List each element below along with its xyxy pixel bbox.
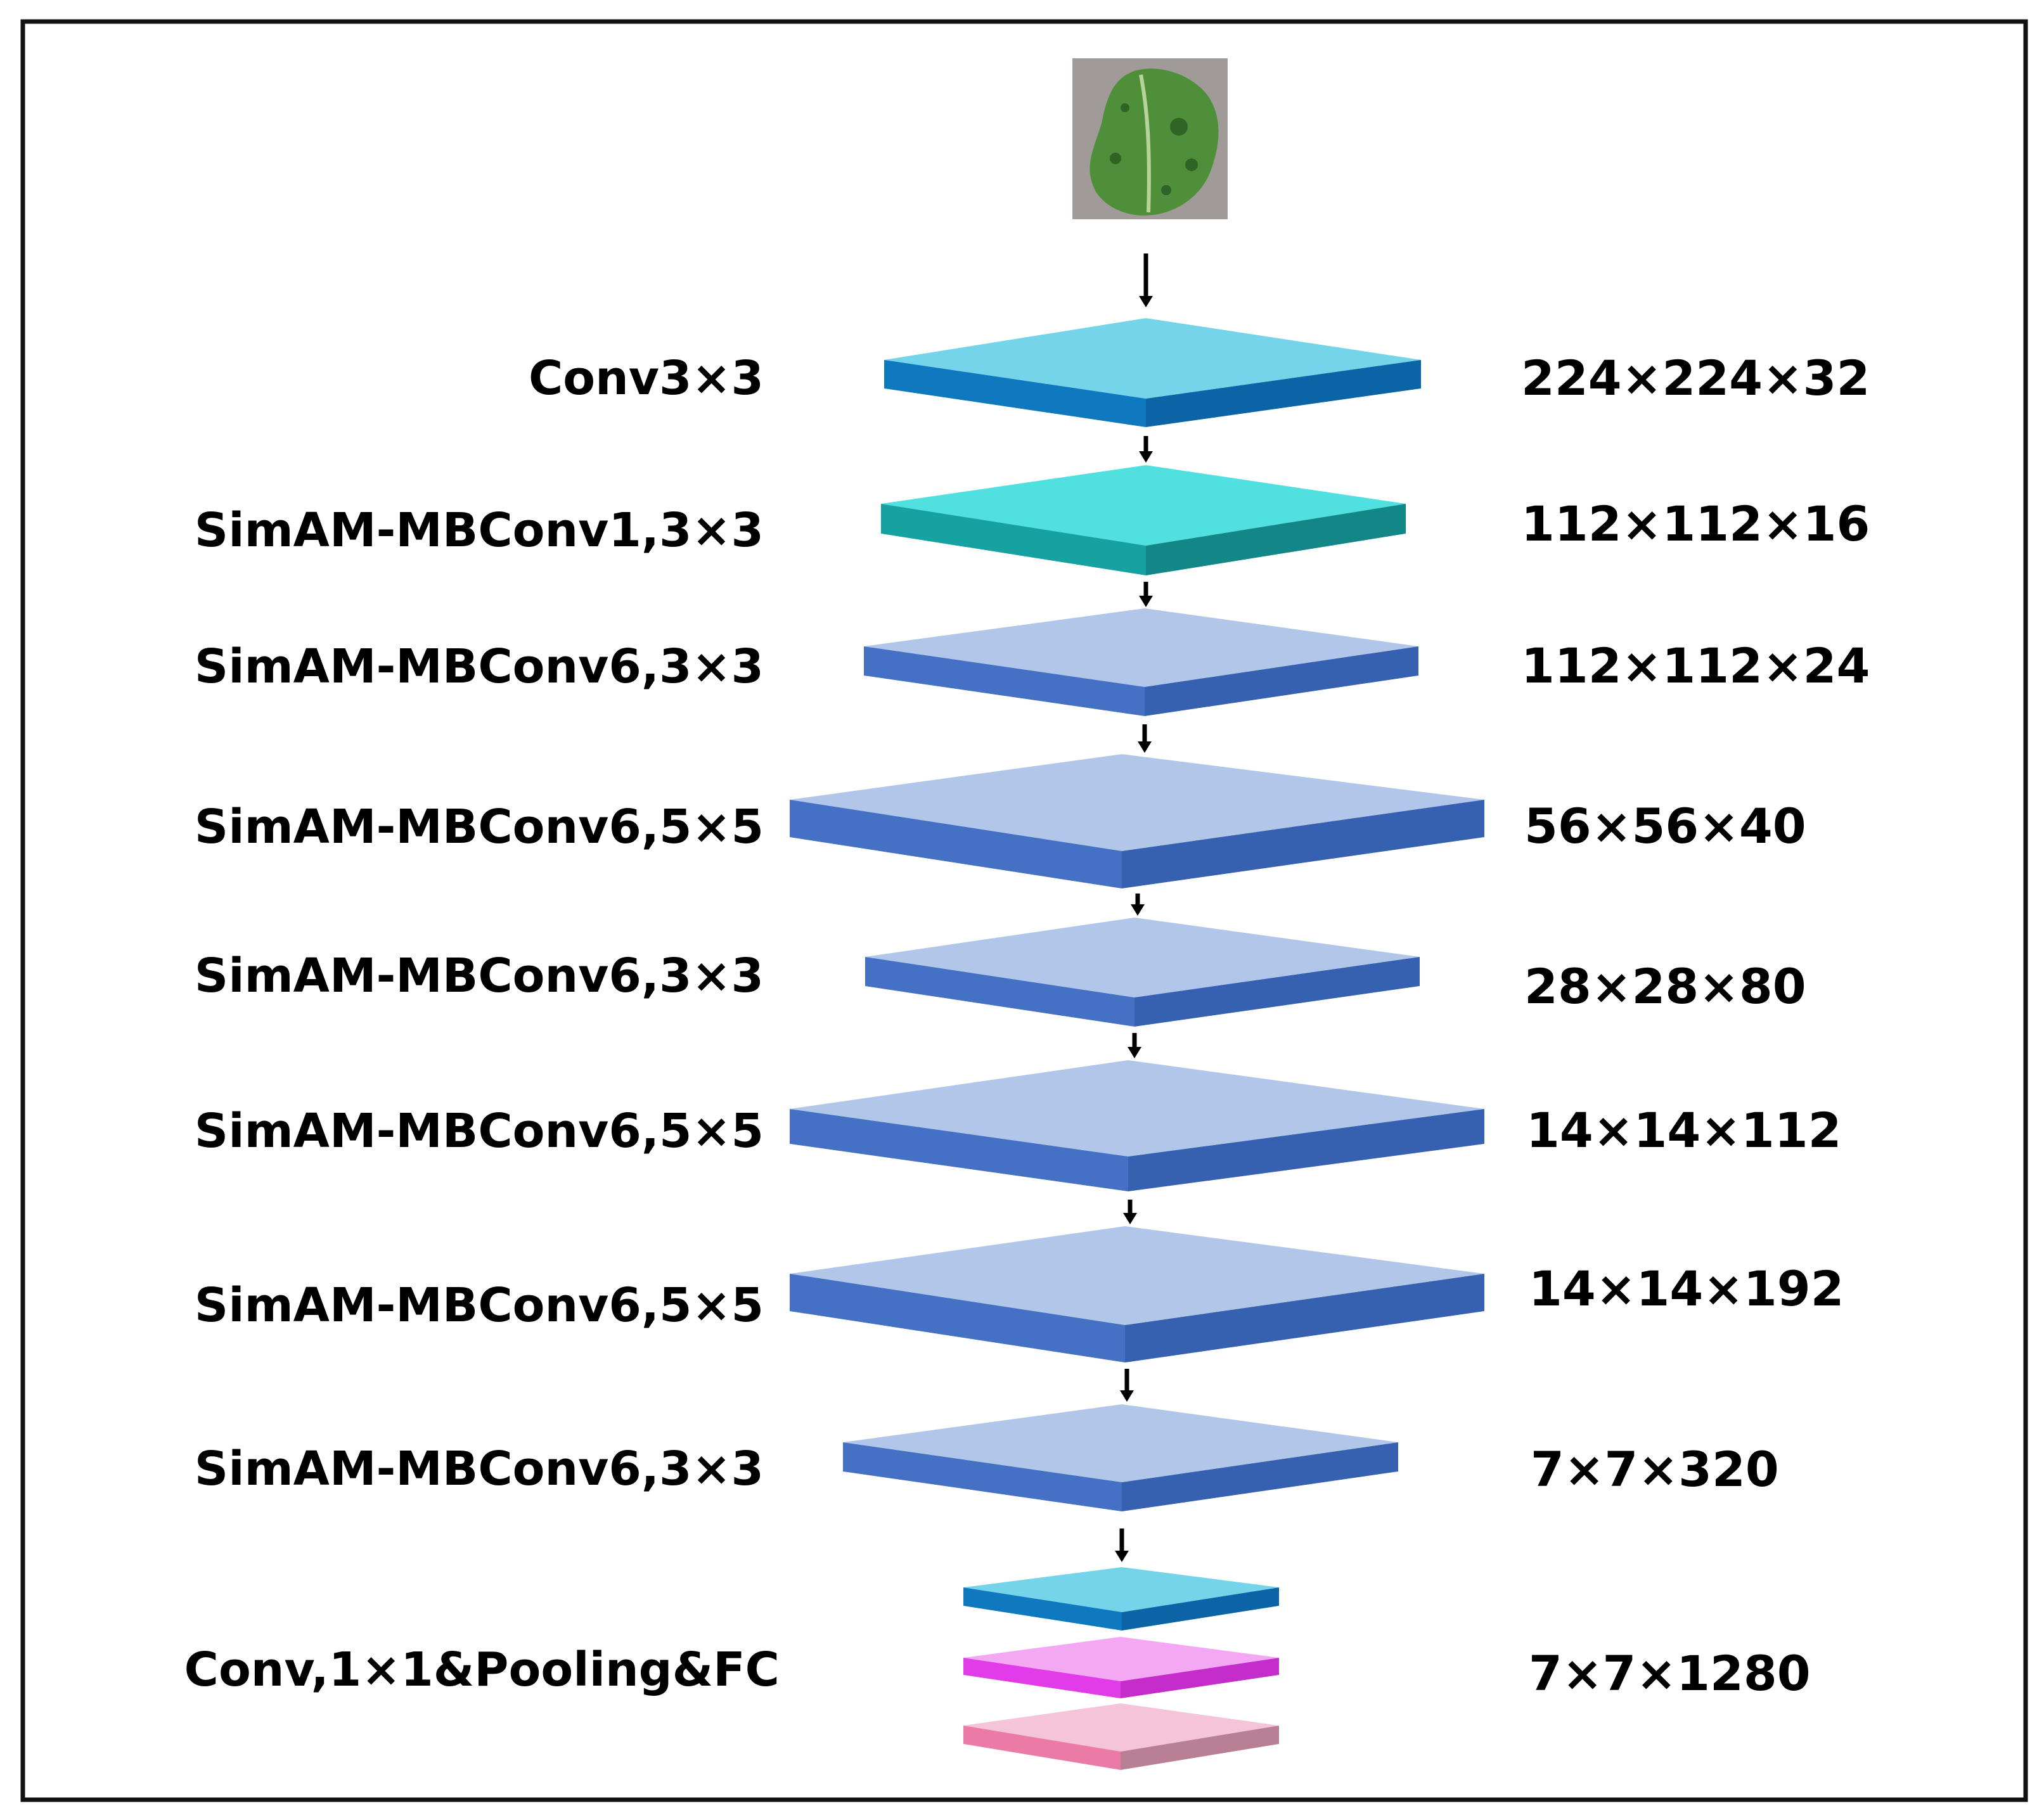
layer-plate-8-left-face [843, 1442, 1122, 1511]
shape-label-1: 224×224×32 [1521, 350, 1870, 406]
arrow-head [1123, 1213, 1137, 1224]
shape-label-8: 7×7×320 [1531, 1441, 1779, 1497]
layer-labels: Conv3×3 SimAM-MBConv1,3×3 SimAM-MBConv6,… [184, 351, 780, 1697]
layer-plate-2-top-face [881, 465, 1406, 546]
layer-plate-2-left-face [881, 504, 1146, 575]
flow-arrow-9 [1115, 1528, 1129, 1562]
head-plate-pooling-left-face [963, 1658, 1121, 1698]
layer-plate-4-top-face [790, 754, 1484, 851]
flow-arrow-8 [1120, 1369, 1134, 1402]
layer-plate-4-left-face [790, 800, 1122, 888]
head-plate-conv1x1-right-face [1122, 1587, 1279, 1631]
arrow-head [1131, 904, 1145, 916]
layer-plate-7-top-face [790, 1226, 1484, 1325]
head-plate-pooling-right-face [1121, 1658, 1279, 1698]
layer-label-3: SimAM-MBConv6,3×3 [195, 639, 764, 694]
head-plate-fc-top-face [963, 1703, 1279, 1752]
layer-plate-1-top-face [884, 318, 1421, 399]
layer-label-8: SimAM-MBConv6,3×3 [195, 1442, 764, 1496]
layer-plate-3-top-face [864, 608, 1418, 687]
shape-labels: 224×224×32 112×112×16 112×112×24 56×56×4… [1521, 350, 1870, 1701]
shape-label-4: 56×56×40 [1524, 798, 1806, 854]
layer-plate-5-right-face [1134, 957, 1420, 1027]
arrows [1115, 253, 1153, 1562]
shape-label-2: 112×112×16 [1521, 496, 1870, 552]
layer-plate-8 [843, 1404, 1398, 1511]
layer-plate-1-left-face [884, 360, 1146, 427]
layer-label-6: SimAM-MBConv6,5×5 [195, 1104, 764, 1158]
layer-label-5: SimAM-MBConv6,3×3 [195, 949, 764, 1003]
layer-plate-5 [865, 918, 1420, 1027]
head-plate-pooling-top-face [963, 1637, 1279, 1681]
layer-plate-5-left-face [865, 957, 1134, 1027]
flow-arrow-1 [1139, 253, 1153, 307]
layer-plate-6-top-face [790, 1060, 1484, 1157]
shape-label-5: 28×28×80 [1524, 958, 1806, 1015]
outer-frame [20, 19, 2028, 1802]
arrow-head [1128, 1047, 1141, 1058]
layer-label-4: SimAM-MBConv6,5×5 [195, 800, 764, 854]
shape-label-3: 112×112×24 [1521, 638, 1870, 694]
layer-plate-7-left-face [790, 1274, 1125, 1362]
head-shape-label: 7×7×1280 [1529, 1645, 1811, 1701]
leaf-spot-4 [1161, 185, 1171, 195]
flow-arrow-4 [1138, 724, 1152, 753]
layer-plate-2 [881, 465, 1406, 575]
layer-plate-7-right-face [1125, 1274, 1484, 1362]
head-plate-fc-left-face [963, 1726, 1121, 1770]
layer-plate-4 [790, 754, 1484, 888]
flow-arrow-5 [1131, 894, 1145, 916]
layer-plate-3 [864, 608, 1418, 716]
layer-plate-8-right-face [1122, 1442, 1398, 1511]
head-label: Conv,1×1&Pooling&FC [184, 1643, 780, 1697]
head-plate-fc [963, 1703, 1279, 1770]
layer-plate-8-top-face [843, 1404, 1398, 1482]
shape-label-6: 14×14×112 [1526, 1102, 1842, 1158]
layer-plate-3-left-face [864, 646, 1145, 716]
layer-label-7: SimAM-MBConv6,5×5 [195, 1278, 764, 1333]
layer-plate-4-right-face [1122, 800, 1484, 888]
layer-label-1: Conv3×3 [529, 351, 764, 406]
flow-arrow-2 [1139, 436, 1153, 463]
leaf-spots [1110, 103, 1198, 195]
arrow-head [1139, 296, 1153, 307]
layer-plate-3-right-face [1145, 646, 1418, 716]
head-plate-fc-right-face [1121, 1726, 1279, 1770]
arrow-head [1138, 741, 1152, 753]
layer-plate-6 [790, 1060, 1484, 1191]
flow-arrow-7 [1123, 1200, 1137, 1224]
arrow-head [1139, 451, 1153, 463]
leaf-spot-2 [1185, 158, 1198, 171]
layer-plate-7 [790, 1226, 1484, 1362]
arrow-head [1115, 1551, 1129, 1562]
leaf-spot-3 [1110, 153, 1121, 164]
layer-plate-1-right-face [1146, 360, 1421, 427]
arrow-head [1120, 1390, 1134, 1402]
arrow-head [1139, 596, 1153, 607]
layer-plate-2-right-face [1146, 504, 1406, 575]
layer-label-2: SimAM-MBConv1,3×3 [195, 503, 764, 558]
input-leaf-image [1072, 58, 1228, 219]
flow-arrow-6 [1128, 1033, 1141, 1058]
shape-label-7: 14×14×192 [1529, 1260, 1844, 1317]
layer-plate-5-top-face [865, 918, 1420, 997]
flow-arrow-3 [1139, 582, 1153, 607]
layer-plate-6-left-face [790, 1109, 1128, 1191]
head-plate-pooling [963, 1637, 1279, 1698]
leaf-vein [1139, 74, 1151, 213]
layer-plate-6-right-face [1128, 1109, 1484, 1191]
head-plate-conv1x1-left-face [963, 1587, 1122, 1631]
head-plate-conv1x1 [963, 1567, 1279, 1631]
head-plate-conv1x1-top-face [963, 1567, 1279, 1612]
leaf-spot-5 [1121, 103, 1129, 112]
layer-plates [790, 318, 1484, 1770]
leaf-spot-1 [1170, 118, 1188, 136]
layer-plate-1 [884, 318, 1421, 427]
